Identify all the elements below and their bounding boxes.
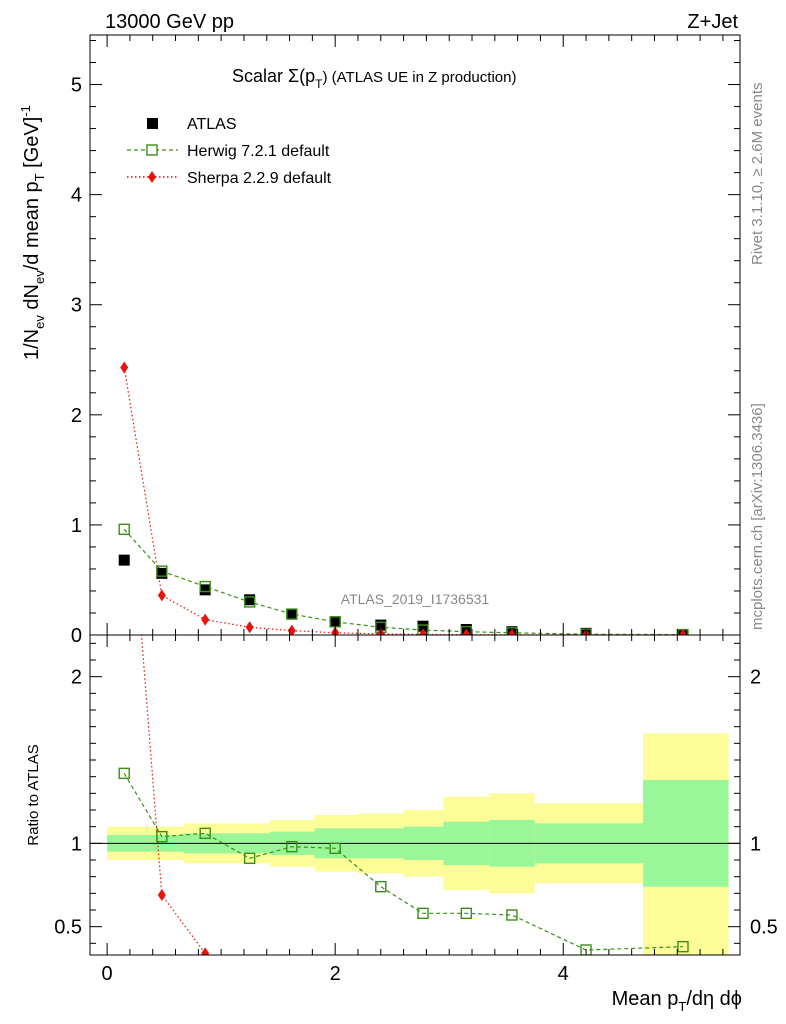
ratio-herwig-7-2-1-default-point — [243, 852, 256, 865]
top-atlas-point — [417, 620, 429, 632]
top-sherpa-2-2-9-default-point — [120, 361, 129, 374]
legend-atlas-marker — [147, 118, 158, 129]
ratio-herwig-7-2-1-default-point — [580, 944, 592, 955]
legend-sherpa-marker — [148, 171, 156, 183]
top-y-tick-label: 0 — [71, 625, 82, 647]
ratio-sherpa-2-2-9-default-line — [140, 635, 211, 955]
top-herwig-7-2-1-default-point — [199, 580, 211, 593]
x-tick-label: 0 — [102, 963, 113, 985]
legend-atlas-label: ATLAS — [187, 116, 237, 133]
ratio-herwig-7-2-1-default-point — [118, 767, 130, 780]
ratio-y-tick-label-right: 2 — [750, 667, 761, 689]
top-herwig-7-2-1-default-point — [286, 608, 298, 620]
ratio-herwig-7-2-1-default-point — [417, 907, 429, 920]
ratio-herwig-7-2-1-default-point — [375, 880, 387, 893]
top-y-tick-label: 2 — [71, 405, 82, 427]
ratio-sherpa-2-2-9-default-point — [419, 994, 427, 1006]
top-herwig-7-2-1-default-point — [156, 565, 168, 577]
ratio-inner-band — [643, 780, 729, 887]
ratio-y-tick-label-right: 0.5 — [750, 917, 778, 939]
top-sherpa-2-2-9-default-point — [157, 589, 166, 602]
top-atlas-point — [286, 608, 298, 620]
top-herwig-7-2-1-default-point — [118, 523, 130, 536]
top-sherpa-2-2-9-default-point — [462, 628, 471, 635]
ratio-panel-frame — [89, 634, 741, 956]
ratio-sherpa-2-2-9-default-point — [508, 992, 516, 1004]
ratio-herwig-7-2-1-default-point — [329, 842, 341, 855]
energy-label: 13000 GeV pp — [105, 11, 234, 33]
ratio-herwig-7-2-1-default-point — [677, 940, 689, 953]
ratio-y-tick-label: 1 — [71, 833, 82, 855]
x-tick-label: 4 — [558, 963, 569, 985]
ratio-herwig-7-2-1-default-point — [460, 907, 473, 920]
top-y-tick-label: 1 — [71, 515, 82, 537]
top-sherpa-2-2-9-default-point — [678, 628, 687, 635]
rivet-version-label: Rivet 3.1.10, ≥ 2.6M events — [749, 83, 766, 266]
top-herwig-7-2-1-default-point — [460, 625, 473, 635]
ratio-herwig-7-2-1-default-point — [286, 840, 298, 853]
ratio-sherpa-2-2-9-default-point — [201, 947, 210, 955]
ratio-sherpa-2-2-9-default-point — [246, 967, 254, 979]
ratio-y-tick-label: 0.5 — [54, 917, 82, 939]
ratio-herwig-7-2-1-default-point — [506, 909, 518, 921]
top-sherpa-2-2-9-default-point — [201, 613, 210, 626]
top-y-tick-label: 3 — [71, 295, 82, 317]
top-y-tick-label: 4 — [71, 185, 82, 207]
top-herwig-7-2-1-default-point — [417, 624, 429, 635]
ratio-sherpa-2-2-9-default-point — [120, 409, 128, 421]
top-herwig-7-2-1-default-line — [123, 528, 683, 635]
legend-sherpa-label: Sherpa 2.2.9 default — [187, 170, 332, 187]
top-atlas-point — [244, 594, 256, 606]
process-label: Z+Jet — [687, 11, 738, 33]
top-y-axis-label: 1/Nev dNev/d mean pT [GeV]-1 — [18, 105, 47, 360]
mcplots-credit-label: mcplots.cern.ch [arXiv:1306.3436] — [749, 403, 766, 630]
top-herwig-7-2-1-default-point — [243, 596, 256, 608]
top-atlas-point — [329, 616, 341, 628]
ratio-sherpa-2-2-9-default-point — [157, 889, 166, 901]
top-sherpa-2-2-9-default-point — [418, 628, 427, 635]
legend-herwig-marker — [146, 144, 158, 156]
top-sherpa-2-2-9-default-point — [245, 621, 254, 634]
ratio-sherpa-2-2-9-default-point — [288, 969, 296, 981]
top-atlas-point — [156, 567, 168, 579]
legend: ATLAS Herwig 7.2.1 default Sherpa 2.2.9 … — [127, 116, 332, 187]
top-y-tick-label: 5 — [71, 75, 82, 97]
ratio-herwig-7-2-1-default-point — [199, 827, 211, 840]
x-axis-label: Mean pT/dη dϕ — [612, 988, 742, 1014]
top-atlas-point — [118, 554, 130, 566]
top-atlas-point — [375, 619, 387, 631]
ratio-sherpa-2-2-9-default-point — [377, 986, 385, 998]
ratio-y-axis-label: Ratio to ATLAS — [25, 744, 42, 845]
x-tick-label: 2 — [330, 963, 341, 985]
ratio-sherpa-2-2-9-default-point — [582, 992, 590, 1004]
top-atlas-point — [199, 584, 211, 596]
ratio-y-tick-label: 2 — [71, 667, 82, 689]
ratio-sherpa-2-2-9-default-point — [462, 994, 470, 1006]
plot-title: Scalar Σ(pT) (ATLAS UE in Z production) — [232, 66, 516, 91]
legend-herwig-label: Herwig 7.2.1 default — [187, 143, 330, 160]
ratio-y-tick-label-right: 1 — [750, 833, 761, 855]
ratio-herwig-7-2-1-default-point — [156, 830, 168, 843]
analysis-id-label: ATLAS_2019_I1736531 — [341, 591, 490, 607]
top-herwig-7-2-1-default-point — [506, 627, 518, 635]
top-sherpa-2-2-9-default-point — [507, 628, 516, 635]
